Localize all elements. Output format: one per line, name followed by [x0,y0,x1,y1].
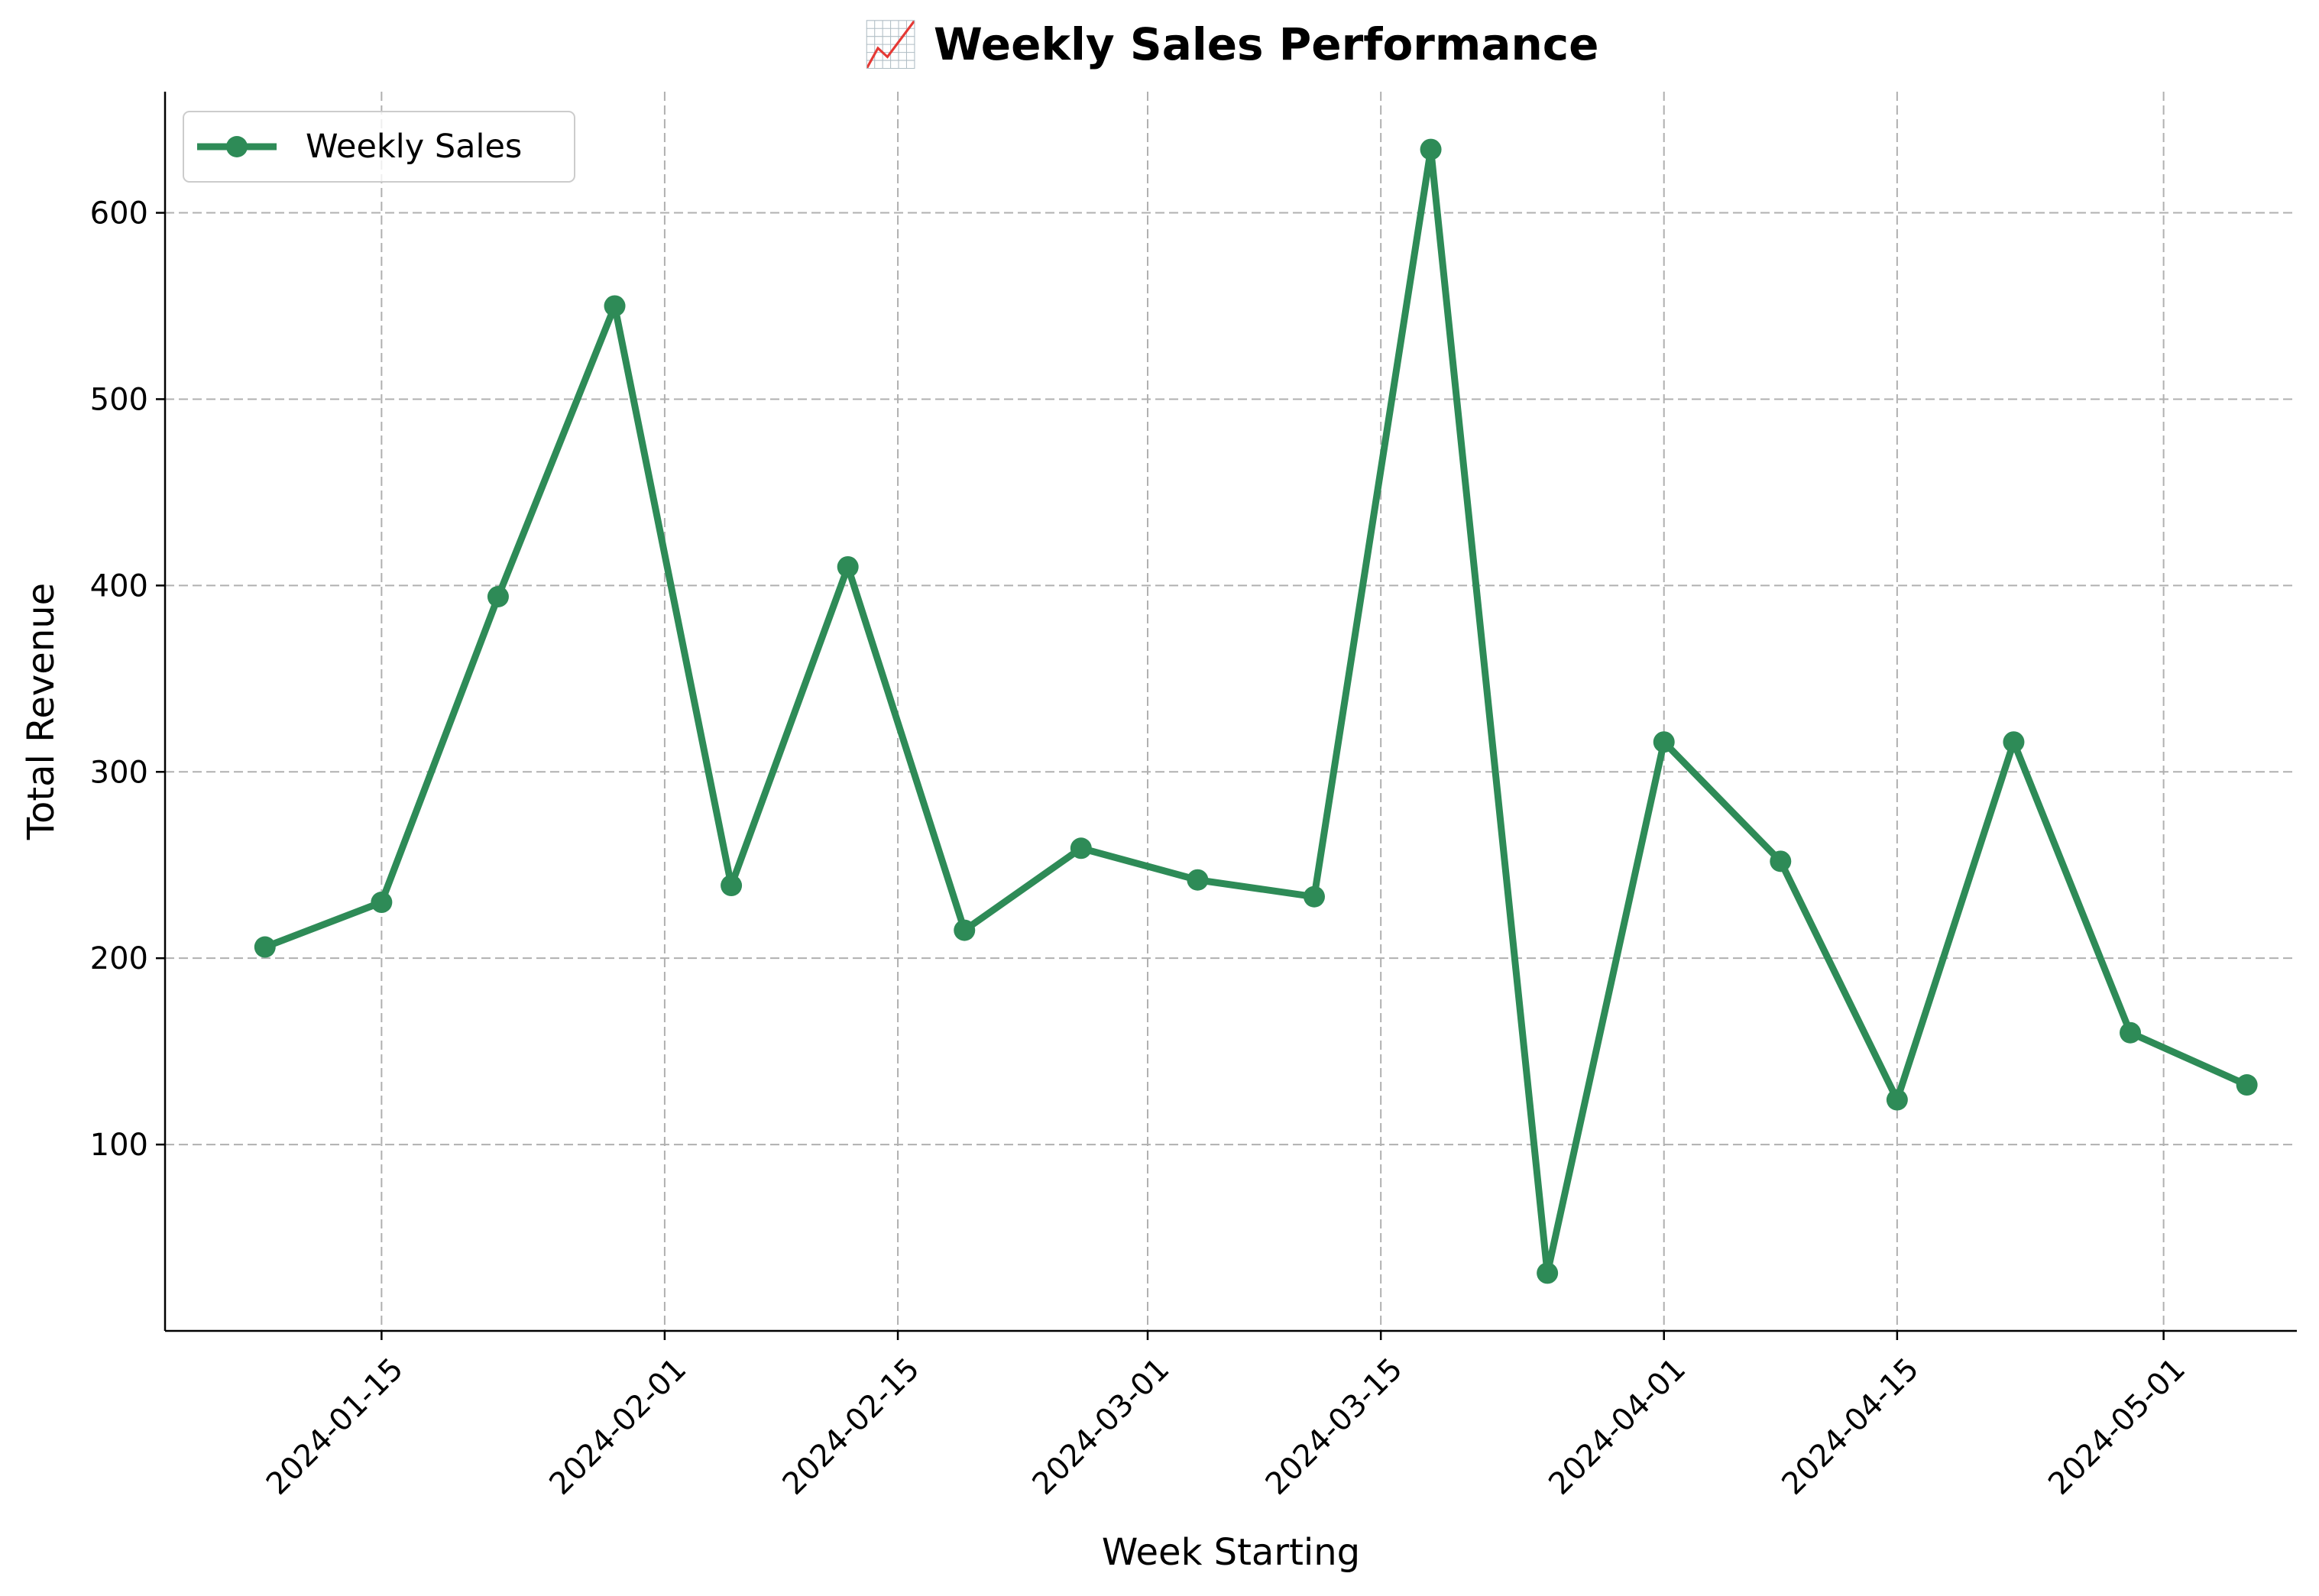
legend-marker-swatch [226,136,248,157]
data-point [1187,869,1209,891]
data-point [604,295,626,317]
legend: Weekly Sales [183,111,575,183]
y-tick-label: 400 [90,568,148,604]
data-point [1303,885,1325,908]
data-point [254,936,276,958]
data-point [1770,850,1792,872]
data-point [2003,731,2025,753]
data-point [1070,837,1092,860]
y-tick-label: 500 [90,382,148,417]
y-tick-label: 200 [90,941,148,976]
y-tick-label: 100 [90,1128,148,1163]
legend-label: Weekly Sales [306,128,522,166]
x-axis-title: Week Starting [1102,1531,1360,1574]
data-point [2236,1074,2258,1096]
data-point [1537,1262,1559,1284]
legend-box [183,111,575,183]
data-point [954,919,976,941]
series-weekly-sales [254,138,2258,1284]
data-point [1886,1089,1908,1111]
y-tick-label: 600 [90,196,148,231]
data-point [487,585,509,607]
chart-title: 📈 Weekly Sales Performance [863,18,1598,70]
data-point [721,875,743,897]
data-point [837,555,859,578]
y-tick-label: 300 [90,755,148,790]
data-point [371,892,393,914]
data-point [1653,731,1675,753]
axes [164,92,2297,1332]
data-point [2120,1021,2142,1044]
data-point [1420,138,1442,160]
series-line [261,146,2251,1277]
y-axis-title: Total Revenue [20,583,63,840]
